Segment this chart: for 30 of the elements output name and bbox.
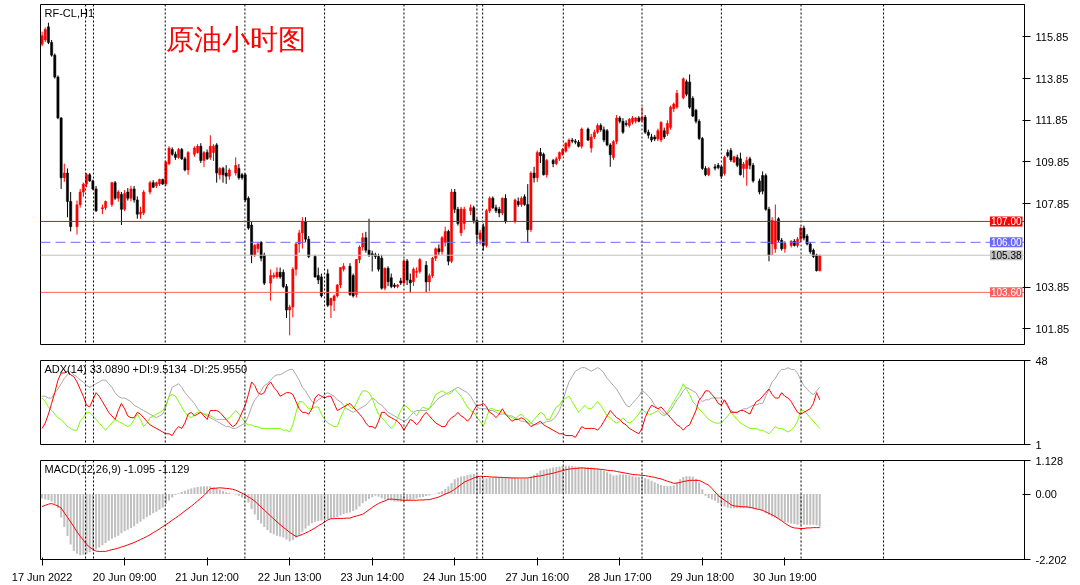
x-tick-label: 21 Jun 12:00 (175, 570, 239, 583)
x-tick-label: 24 Jun 15:00 (422, 570, 487, 583)
y-tick-label: 109.85 (1035, 155, 1070, 168)
y-tick-label: -2.202 (1035, 553, 1067, 566)
y-tick-label: 101.85 (1035, 322, 1070, 335)
y-tick-label: 103.85 (1035, 281, 1070, 294)
y-tick-label: 113.85 (1035, 72, 1069, 85)
chart-title: ADX(14) 33.0890 +DI:9.5134 -DI:25.9550 (44, 362, 248, 375)
ref-line-label: 103.60 (990, 287, 1022, 299)
ref-line-label: 105.38 (990, 250, 1022, 262)
y-tick-label: 115.85 (1035, 30, 1069, 43)
y-tick-label: 111.85 (1035, 114, 1068, 127)
x-tick-label: 29 Jun 18:00 (670, 570, 735, 583)
chart-title: RF-CL,H1 (44, 6, 95, 19)
ref-line-label: 107.00 (990, 216, 1022, 228)
annotation: 原油小时图 (166, 22, 307, 56)
y-tick-label: 107.85 (1035, 197, 1070, 210)
x-tick-label: 27 Jun 16:00 (505, 570, 570, 583)
x-tick-label: 20 Jun 09:00 (92, 570, 157, 583)
y-tick-label: 1.128 (1035, 454, 1064, 467)
x-tick-label: 28 Jun 17:00 (587, 570, 652, 583)
ref-line-label: 106.00 (990, 237, 1022, 249)
x-tick-label: 23 Jun 14:00 (340, 570, 405, 583)
chart-title: MACD(12,26,9) -1.095 -1.129 (44, 462, 190, 475)
x-tick-label: 30 Jun 19:00 (753, 570, 817, 583)
y-tick-label: 1 (1035, 438, 1042, 451)
x-tick-label: 17 Jun 2022 (11, 570, 73, 583)
x-tick-label: 22 Jun 13:00 (257, 570, 322, 583)
y-tick-label: 48 (1035, 354, 1048, 367)
y-tick-label: 0.00 (1035, 488, 1057, 501)
